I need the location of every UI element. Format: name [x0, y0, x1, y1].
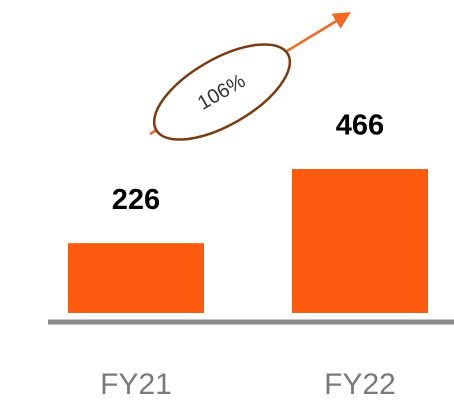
bar [292, 169, 428, 313]
x-tick-label: FY22 [324, 368, 396, 401]
value-label: 466 [336, 110, 384, 142]
annotation-ellipse [152, 43, 292, 141]
bar [68, 243, 204, 313]
value-label: 226 [112, 184, 160, 216]
x-tick-label: FY21 [100, 368, 172, 401]
